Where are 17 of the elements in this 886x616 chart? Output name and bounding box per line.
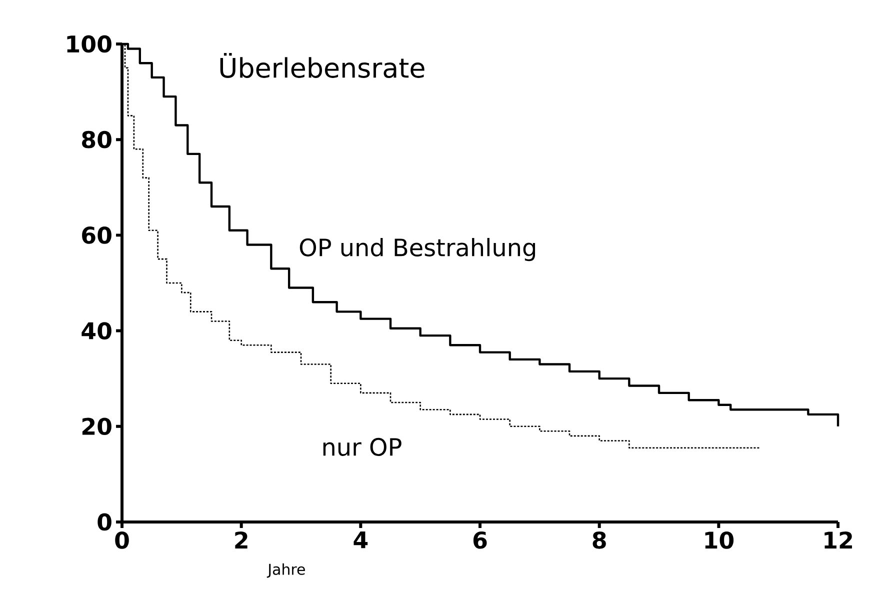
y-tick-label: 20 xyxy=(82,418,112,436)
x-axis-title: Jahre xyxy=(266,563,305,578)
y-tick-label: 60 xyxy=(82,226,112,244)
y-tick-label: 80 xyxy=(82,130,112,148)
x-tick-label: 6 xyxy=(473,531,487,549)
y-tick-label: 0 xyxy=(98,513,112,531)
y-tick-label: 40 xyxy=(82,322,112,340)
x-tick-label: 10 xyxy=(705,531,734,549)
y-tick-label: 100 xyxy=(67,35,112,53)
x-tick-label: 12 xyxy=(824,531,852,548)
x-tick-label: 8 xyxy=(592,531,606,549)
series-label: OP und Bestrahlung xyxy=(300,238,536,262)
x-tick-label: 2 xyxy=(235,531,248,548)
chart-title: Überlebensrate xyxy=(220,53,424,78)
x-tick-label: 0 xyxy=(115,531,129,549)
x-tick-label: 4 xyxy=(354,531,368,548)
series-label: nur OP xyxy=(323,438,402,456)
